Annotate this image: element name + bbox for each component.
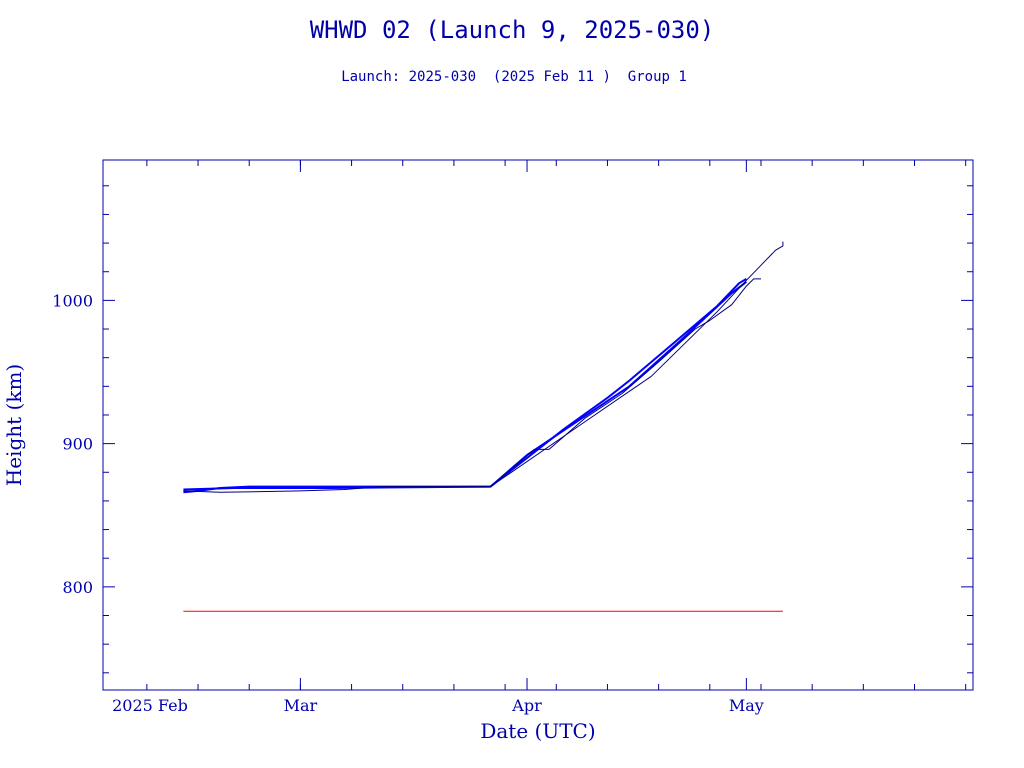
series-line-4 (490, 241, 784, 488)
x-axis-label: Date (UTC) (480, 719, 595, 743)
series-line-2 (183, 281, 748, 491)
x-axis-ticks: 2025 Feb Mar Apr May (112, 160, 967, 715)
x-tick-label: Mar (284, 696, 318, 715)
chart-title: WHWD 02 (Launch 9, 2025-030) (310, 16, 715, 44)
series-line-3 (183, 278, 761, 493)
y-axis-ticks: 800 900 1000 (52, 185, 973, 674)
x-tick-label: 2025 Feb (112, 696, 188, 715)
plot-frame (102, 159, 974, 691)
x-tick-label: Apr (511, 696, 542, 715)
series-line-1 (183, 278, 747, 494)
x-tick-label: May (729, 696, 764, 715)
chart-subtitle: Launch: 2025-030 (2025 Feb 11 ) Group 1 (341, 69, 687, 85)
y-axis-label: Height (km) (2, 364, 26, 486)
y-tick-label: 900 (62, 435, 93, 454)
series-layer (183, 241, 784, 612)
y-tick-label: 800 (62, 578, 93, 597)
y-tick-label: 1000 (52, 291, 93, 310)
